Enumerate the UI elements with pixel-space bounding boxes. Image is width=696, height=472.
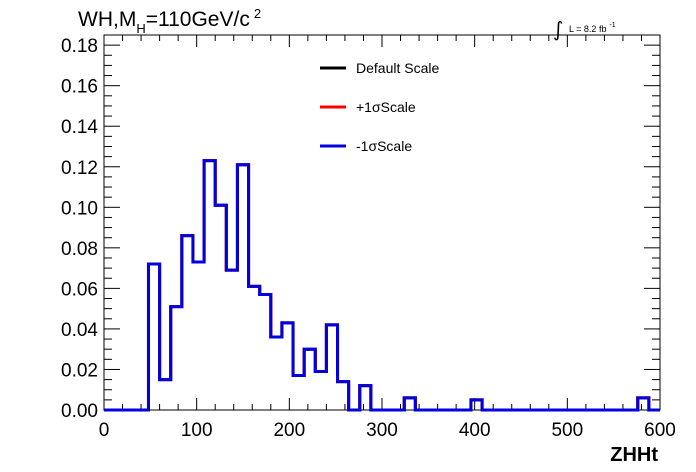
x-tick-label: 0 (99, 420, 110, 441)
legend-label-0: Default Scale (356, 60, 439, 76)
y-tick-label: 0.06 (61, 279, 98, 300)
y-tick-label: 0.12 (61, 158, 98, 179)
x-tick-label: 100 (181, 420, 213, 441)
x-tick-label: 400 (459, 420, 491, 441)
series-layer (104, 159, 660, 412)
title-prefix: WH,M (78, 8, 136, 31)
title-superscript: 2 (254, 6, 261, 21)
axis-ticks (103, 34, 661, 411)
y-tick-label: 0.18 (61, 36, 98, 57)
title-value: =110GeV/c (146, 8, 250, 31)
lumi-integral: ∫ (553, 17, 563, 41)
y-tick-label: 0.14 (61, 117, 98, 138)
legend-label-1: +1σScale (356, 99, 416, 115)
series-line-2 (104, 159, 660, 412)
x-tick-label: 500 (551, 420, 583, 441)
y-tick-label: 0.00 (61, 401, 98, 422)
x-tick-label: 300 (366, 420, 398, 441)
legend: Default Scale +1σScale -1σScale (320, 60, 439, 154)
y-tick-label: 0.04 (61, 320, 98, 341)
x-tick-label: 200 (273, 420, 305, 441)
title-subscript: H (136, 21, 145, 36)
x-tick-label: 600 (644, 420, 676, 441)
lumi-text: L = 8.2 fb (569, 24, 606, 34)
y-tick-label: 0.02 (61, 360, 98, 381)
lumi-label: L = 8.2 fb -1 (569, 22, 616, 34)
legend-label-2: -1σScale (356, 138, 412, 154)
x-axis-title: ZHHt (610, 444, 658, 466)
tick-labels: 0 100 200 300 400 500 600 0.00 0.02 0.04 0.06 0.08 0… (61, 36, 676, 441)
y-tick-label: 0.08 (61, 239, 98, 260)
y-tick-label: 0.16 (61, 77, 98, 98)
lumi-superscript: -1 (609, 22, 615, 29)
chart-title: WH,MH=110GeV/c 2 (78, 6, 261, 36)
y-tick-label: 0.10 (61, 198, 98, 219)
